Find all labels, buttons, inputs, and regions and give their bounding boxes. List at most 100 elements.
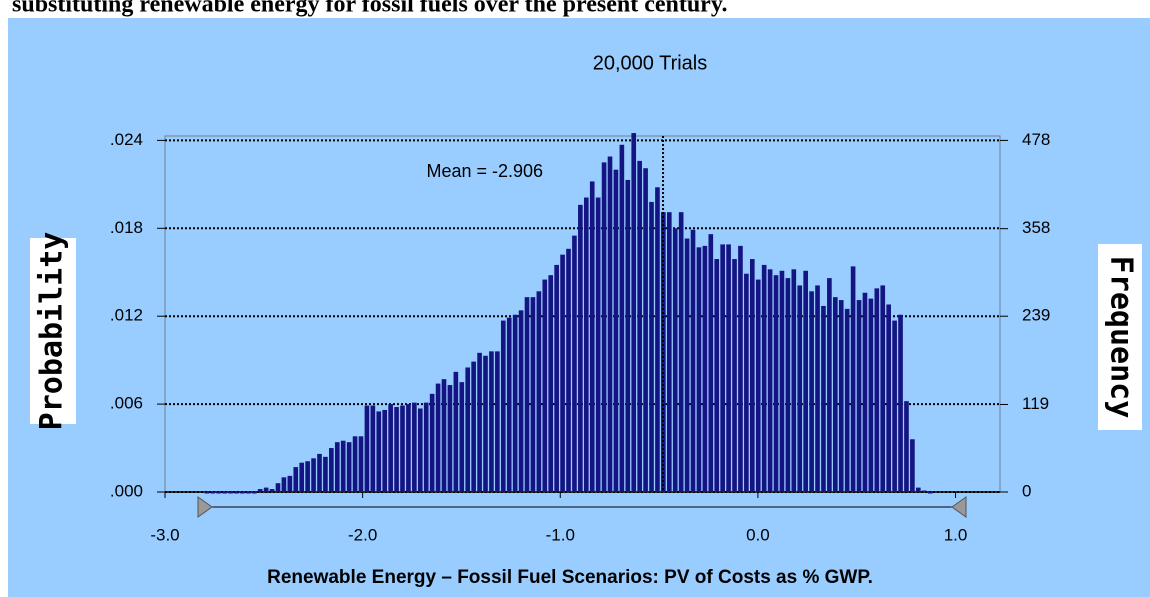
- bar: [518, 310, 524, 492]
- bar: [394, 407, 399, 492]
- bar: [489, 351, 494, 492]
- bar: [761, 264, 767, 492]
- mean-label: Mean = -2.906: [426, 161, 543, 181]
- bar: [542, 279, 548, 492]
- bar: [376, 411, 382, 492]
- y2-axis-title: Frequency: [1104, 256, 1139, 419]
- bar: [210, 492, 216, 494]
- bar: [678, 212, 684, 492]
- y-tick-label: .012: [110, 306, 143, 325]
- bar: [809, 291, 814, 492]
- bar: [329, 448, 334, 492]
- right-grabber[interactable]: [951, 496, 967, 518]
- y-tick-label: .024: [110, 130, 143, 149]
- y-tick-label: .000: [110, 481, 143, 500]
- y2-tick-label: 478: [1022, 130, 1050, 149]
- bar: [649, 201, 654, 493]
- bar: [536, 291, 542, 492]
- caption: substituting renewable energy for fossil…: [12, 0, 728, 18]
- bar: [803, 270, 808, 492]
- bar: [263, 487, 269, 492]
- bar: [417, 408, 423, 492]
- bar: [821, 305, 826, 492]
- bar: [690, 229, 696, 492]
- bar: [702, 245, 708, 492]
- bar: [530, 297, 536, 492]
- bar: [400, 405, 405, 492]
- bar: [862, 292, 868, 492]
- y2-tick-label: 119: [1022, 394, 1049, 413]
- bar: [311, 458, 316, 492]
- bar: [305, 461, 310, 492]
- bar: [625, 179, 631, 492]
- bar: [601, 162, 607, 493]
- left-grabber[interactable]: [197, 496, 213, 518]
- bar: [672, 228, 678, 492]
- bar: [495, 351, 500, 492]
- chart-title: 20,000 Trials: [593, 52, 708, 74]
- bar: [791, 269, 797, 492]
- bar: [548, 275, 554, 492]
- bar: [827, 278, 832, 492]
- bar: [631, 133, 637, 493]
- bar: [216, 492, 222, 494]
- x-axis-title: Renewable Energy – Fossil Fuel Scenarios…: [267, 567, 873, 588]
- y2-tick-label: 239: [1022, 306, 1050, 325]
- bar: [797, 285, 803, 492]
- bar: [287, 475, 293, 492]
- bar: [720, 244, 725, 492]
- bar: [880, 285, 886, 492]
- bar: [595, 197, 601, 492]
- bar: [453, 371, 459, 492]
- bar: [435, 383, 441, 492]
- bar: [364, 405, 370, 492]
- bar: [293, 467, 299, 492]
- bar: [447, 385, 453, 492]
- bar: [477, 352, 482, 492]
- bar: [714, 259, 720, 492]
- bar: [500, 320, 506, 492]
- bar: [459, 382, 465, 492]
- bar: [388, 404, 393, 492]
- bar: [833, 297, 838, 492]
- bar: [868, 298, 874, 492]
- bar: [708, 234, 714, 492]
- bar: [744, 273, 749, 492]
- bar: [749, 259, 755, 492]
- bar: [406, 404, 411, 492]
- bar: [838, 300, 844, 492]
- bar: [234, 492, 239, 494]
- bar: [524, 297, 530, 492]
- bar: [578, 204, 583, 493]
- bar: [767, 269, 773, 492]
- y2-tick-label: 0: [1022, 481, 1031, 500]
- y-tick-label: .018: [110, 218, 143, 237]
- y-tick-label: .006: [110, 394, 143, 413]
- bar: [352, 436, 358, 492]
- bar: [566, 248, 571, 492]
- x-tick-label: -1.0: [546, 525, 575, 544]
- bar: [684, 238, 690, 492]
- bar: [204, 492, 210, 494]
- bar: [773, 275, 779, 492]
- x-tick-label: 0.0: [746, 525, 770, 544]
- bar: [910, 439, 915, 492]
- bar: [898, 314, 903, 492]
- ylabel-box: [30, 238, 76, 424]
- bar: [346, 442, 352, 492]
- bar: [554, 264, 559, 492]
- bar: [856, 300, 862, 492]
- bar: [572, 235, 577, 492]
- bar: [892, 320, 897, 492]
- bar: [696, 247, 702, 492]
- bar: [916, 487, 921, 492]
- bar: [850, 266, 856, 492]
- bar: [423, 402, 429, 492]
- bar: [755, 279, 761, 492]
- bar: [607, 156, 613, 492]
- bar: [222, 492, 227, 494]
- bar: [506, 317, 512, 492]
- x-tick-label: -2.0: [348, 525, 377, 544]
- bar: [927, 492, 933, 494]
